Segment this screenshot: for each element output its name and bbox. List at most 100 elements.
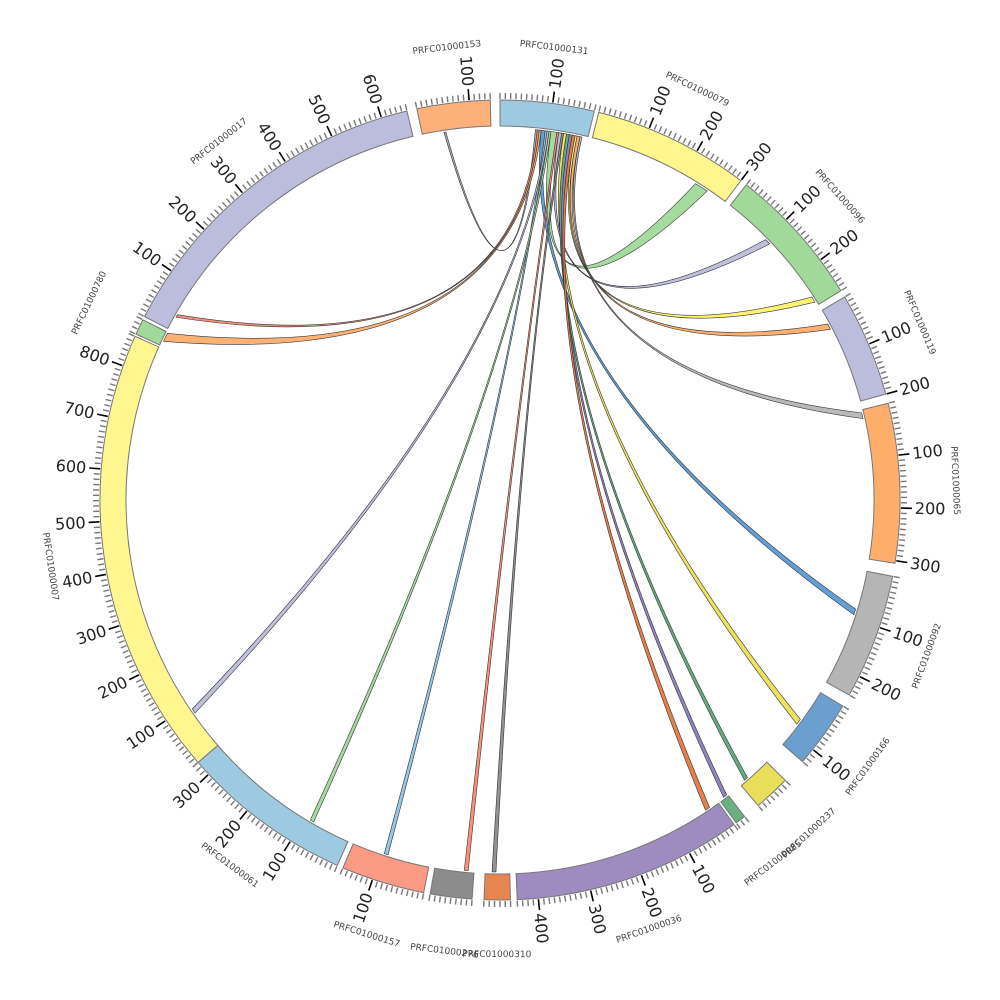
- minor-tick: [898, 544, 905, 547]
- minor-tick: [876, 637, 883, 641]
- segment-prfc01000085[interactable]: [720, 795, 746, 824]
- segment-prfc01000119[interactable]: [821, 296, 887, 402]
- minor-tick: [328, 863, 333, 870]
- minor-tick: [128, 664, 135, 669]
- minor-tick: [106, 393, 113, 397]
- minor-tick: [553, 897, 556, 904]
- minor-tick: [564, 895, 567, 902]
- minor-tick: [143, 303, 149, 308]
- minor-tick: [339, 868, 344, 875]
- minor-tick: [884, 611, 891, 615]
- segment-prfc01000153[interactable]: [416, 99, 492, 135]
- minor-tick: [96, 552, 103, 555]
- minor-tick: [762, 802, 768, 808]
- minor-tick: [138, 312, 144, 317]
- minor-tick: [460, 899, 463, 906]
- segment-prfc01000065[interactable]: [862, 402, 901, 564]
- segment-label: PRFC01000131: [519, 39, 589, 57]
- minor-tick: [290, 150, 295, 157]
- minor-tick: [891, 586, 898, 589]
- minor-tick: [290, 844, 296, 850]
- tick-label: 200: [165, 192, 200, 227]
- minor-tick: [898, 459, 906, 462]
- segment-prfc01000166[interactable]: [782, 691, 844, 763]
- link-prfc01000780[interactable]: [163, 129, 542, 345]
- minor-tick: [153, 284, 160, 290]
- minor-tick: [154, 711, 160, 716]
- minor-tick: [740, 820, 746, 826]
- link-prfc01000007[interactable]: [191, 130, 550, 714]
- minor-tick: [705, 150, 711, 157]
- segment-prfc01000131[interactable]: [499, 99, 595, 138]
- tick-label: 300: [742, 139, 776, 175]
- minor-tick: [295, 147, 300, 154]
- minor-tick: [99, 425, 106, 428]
- minor-tick: [234, 803, 240, 810]
- minor-tick: [111, 620, 118, 624]
- segment-prfc01000092[interactable]: [825, 570, 894, 696]
- minor-tick: [645, 873, 650, 880]
- minor-tick: [95, 542, 102, 545]
- minor-tick: [793, 222, 799, 228]
- segment-prfc01000276[interactable]: [429, 867, 475, 900]
- minor-tick: [102, 584, 109, 587]
- segments-layer: 1001002003001002001002001002003001002001…: [55, 55, 946, 944]
- segment-prfc01000079[interactable]: [591, 111, 742, 203]
- minor-tick: [299, 144, 304, 151]
- minor-tick: [103, 589, 110, 593]
- minor-tick: [309, 854, 314, 861]
- minor-tick: [588, 103, 592, 110]
- minor-tick: [548, 897, 551, 905]
- segment-label: PRFC01000166: [844, 736, 893, 798]
- minor-tick: [394, 106, 398, 113]
- link-prfc01000119[interactable]: [569, 135, 831, 337]
- tick-label: 100: [129, 237, 165, 270]
- minor-tick: [822, 736, 829, 742]
- minor-tick: [595, 889, 598, 896]
- minor-tick: [172, 737, 178, 743]
- link-prfc01000157[interactable]: [383, 130, 548, 856]
- minor-tick: [145, 697, 152, 702]
- segment-prfc01000157[interactable]: [342, 843, 430, 894]
- link-prfc01000096[interactable]: [553, 132, 771, 289]
- minor-tick: [766, 196, 772, 202]
- minor-tick: [679, 857, 684, 864]
- minor-tick: [897, 443, 904, 446]
- segment-label: PRFC01000310: [462, 950, 531, 960]
- major-tick: [869, 338, 880, 345]
- segment-prfc01000096[interactable]: [729, 184, 842, 306]
- minor-tick: [175, 741, 182, 747]
- minor-tick: [569, 894, 572, 901]
- minor-tick: [886, 606, 893, 610]
- segment-prfc01000310[interactable]: [483, 873, 511, 901]
- minor-tick: [893, 575, 900, 579]
- minor-tick: [259, 823, 265, 830]
- segment-prfc01000237[interactable]: [740, 761, 787, 807]
- major-tick: [108, 624, 120, 630]
- minor-tick: [802, 761, 809, 767]
- minor-tick: [829, 268, 836, 274]
- link-prfc01000065[interactable]: [572, 136, 864, 419]
- minor-tick: [404, 104, 408, 111]
- minor-tick: [135, 678, 142, 683]
- segment-prfc01000036[interactable]: [515, 802, 735, 901]
- segment-prfc01000007[interactable]: [99, 335, 219, 764]
- minor-tick: [438, 896, 442, 903]
- minor-tick: [126, 659, 133, 664]
- segment-prfc01000780[interactable]: [135, 319, 167, 346]
- minor-tick: [359, 876, 363, 883]
- minor-tick: [162, 271, 169, 276]
- link-prfc01000276[interactable]: [463, 132, 560, 871]
- major-tick: [898, 453, 910, 456]
- minor-tick: [136, 316, 143, 320]
- segment-prfc01000017[interactable]: [143, 110, 414, 330]
- minor-tick: [573, 99, 576, 106]
- tick-label: 300: [74, 621, 109, 649]
- minor-tick: [102, 409, 110, 412]
- minor-tick: [214, 785, 220, 792]
- link-prfc01000036[interactable]: [562, 134, 710, 811]
- minor-tick: [323, 132, 328, 139]
- link-prfc01000310[interactable]: [491, 132, 564, 873]
- minor-tick: [126, 337, 133, 342]
- link-prfc01000061[interactable]: [309, 130, 552, 823]
